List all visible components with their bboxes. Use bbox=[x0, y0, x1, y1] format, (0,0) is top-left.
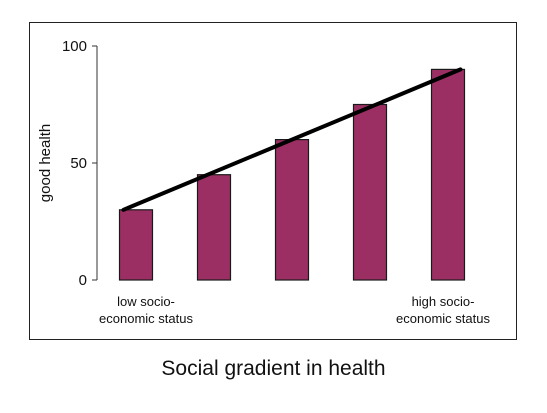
bar-4 bbox=[352, 103, 388, 281]
y-axis bbox=[92, 45, 98, 281]
trendline-group bbox=[121, 67, 463, 212]
chart-frame bbox=[29, 22, 517, 340]
bar-5 bbox=[430, 68, 466, 281]
x-end-label-line: economic status bbox=[99, 311, 193, 326]
chart-title: Social gradient in health bbox=[161, 357, 386, 380]
y-tick-label: 0 bbox=[79, 272, 87, 289]
bars bbox=[118, 68, 466, 281]
x-label-low-ses: low socio-economic status bbox=[99, 294, 193, 326]
y-tick-label: 50 bbox=[70, 155, 87, 172]
bar-3 bbox=[274, 139, 310, 281]
x-end-label-line: low socio- bbox=[117, 294, 175, 309]
y-tick-label: 100 bbox=[62, 38, 87, 55]
x-end-label-line: high socio- bbox=[412, 294, 475, 309]
x-label-high-ses: high socio-economic status bbox=[396, 294, 490, 326]
bar-1 bbox=[118, 209, 154, 281]
y-axis-title: good health bbox=[37, 124, 54, 202]
bar-2 bbox=[196, 174, 232, 281]
trendline bbox=[121, 67, 463, 212]
x-end-label-line: economic status bbox=[396, 311, 490, 326]
y-tick-labels: 0 50 100 bbox=[62, 38, 87, 289]
